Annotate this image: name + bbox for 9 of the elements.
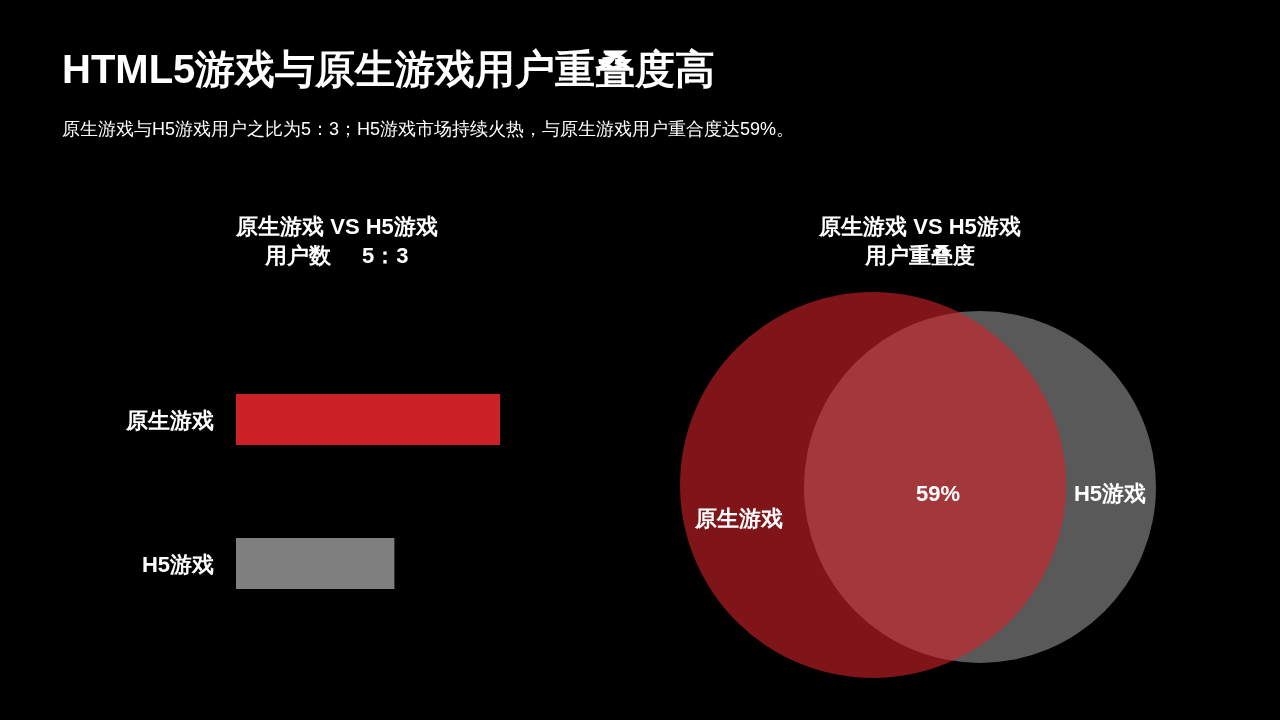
category-label: 原生游戏	[694, 506, 783, 531]
chart-title: 原生游戏 VS H5游戏	[235, 214, 438, 239]
text: 59%	[915, 481, 961, 506]
category-label: H5游戏	[1073, 481, 1147, 506]
text: 原生游戏与H5游戏用户之比为5：3；H5游戏市场持续火热，与原生游戏用户重合度达59%。	[62, 119, 795, 139]
text: HTML5游戏与原生游戏用户重叠度高	[62, 47, 716, 91]
text: 原生游戏 VS H5游戏	[818, 214, 1021, 239]
chart-subtitle: 用户数 5：3	[264, 243, 409, 268]
text: 用户重叠度	[864, 243, 975, 268]
